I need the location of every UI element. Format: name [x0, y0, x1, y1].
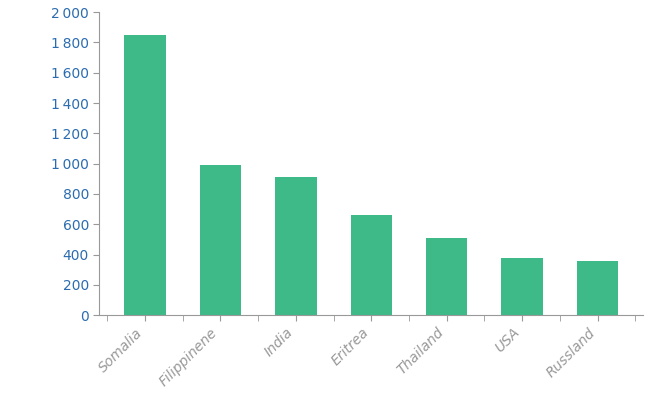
Bar	[275, 177, 316, 315]
Bar	[200, 165, 241, 315]
Bar	[351, 215, 392, 315]
Bar	[577, 261, 619, 315]
Bar	[124, 35, 166, 315]
Bar	[501, 258, 543, 315]
Bar	[426, 238, 467, 315]
